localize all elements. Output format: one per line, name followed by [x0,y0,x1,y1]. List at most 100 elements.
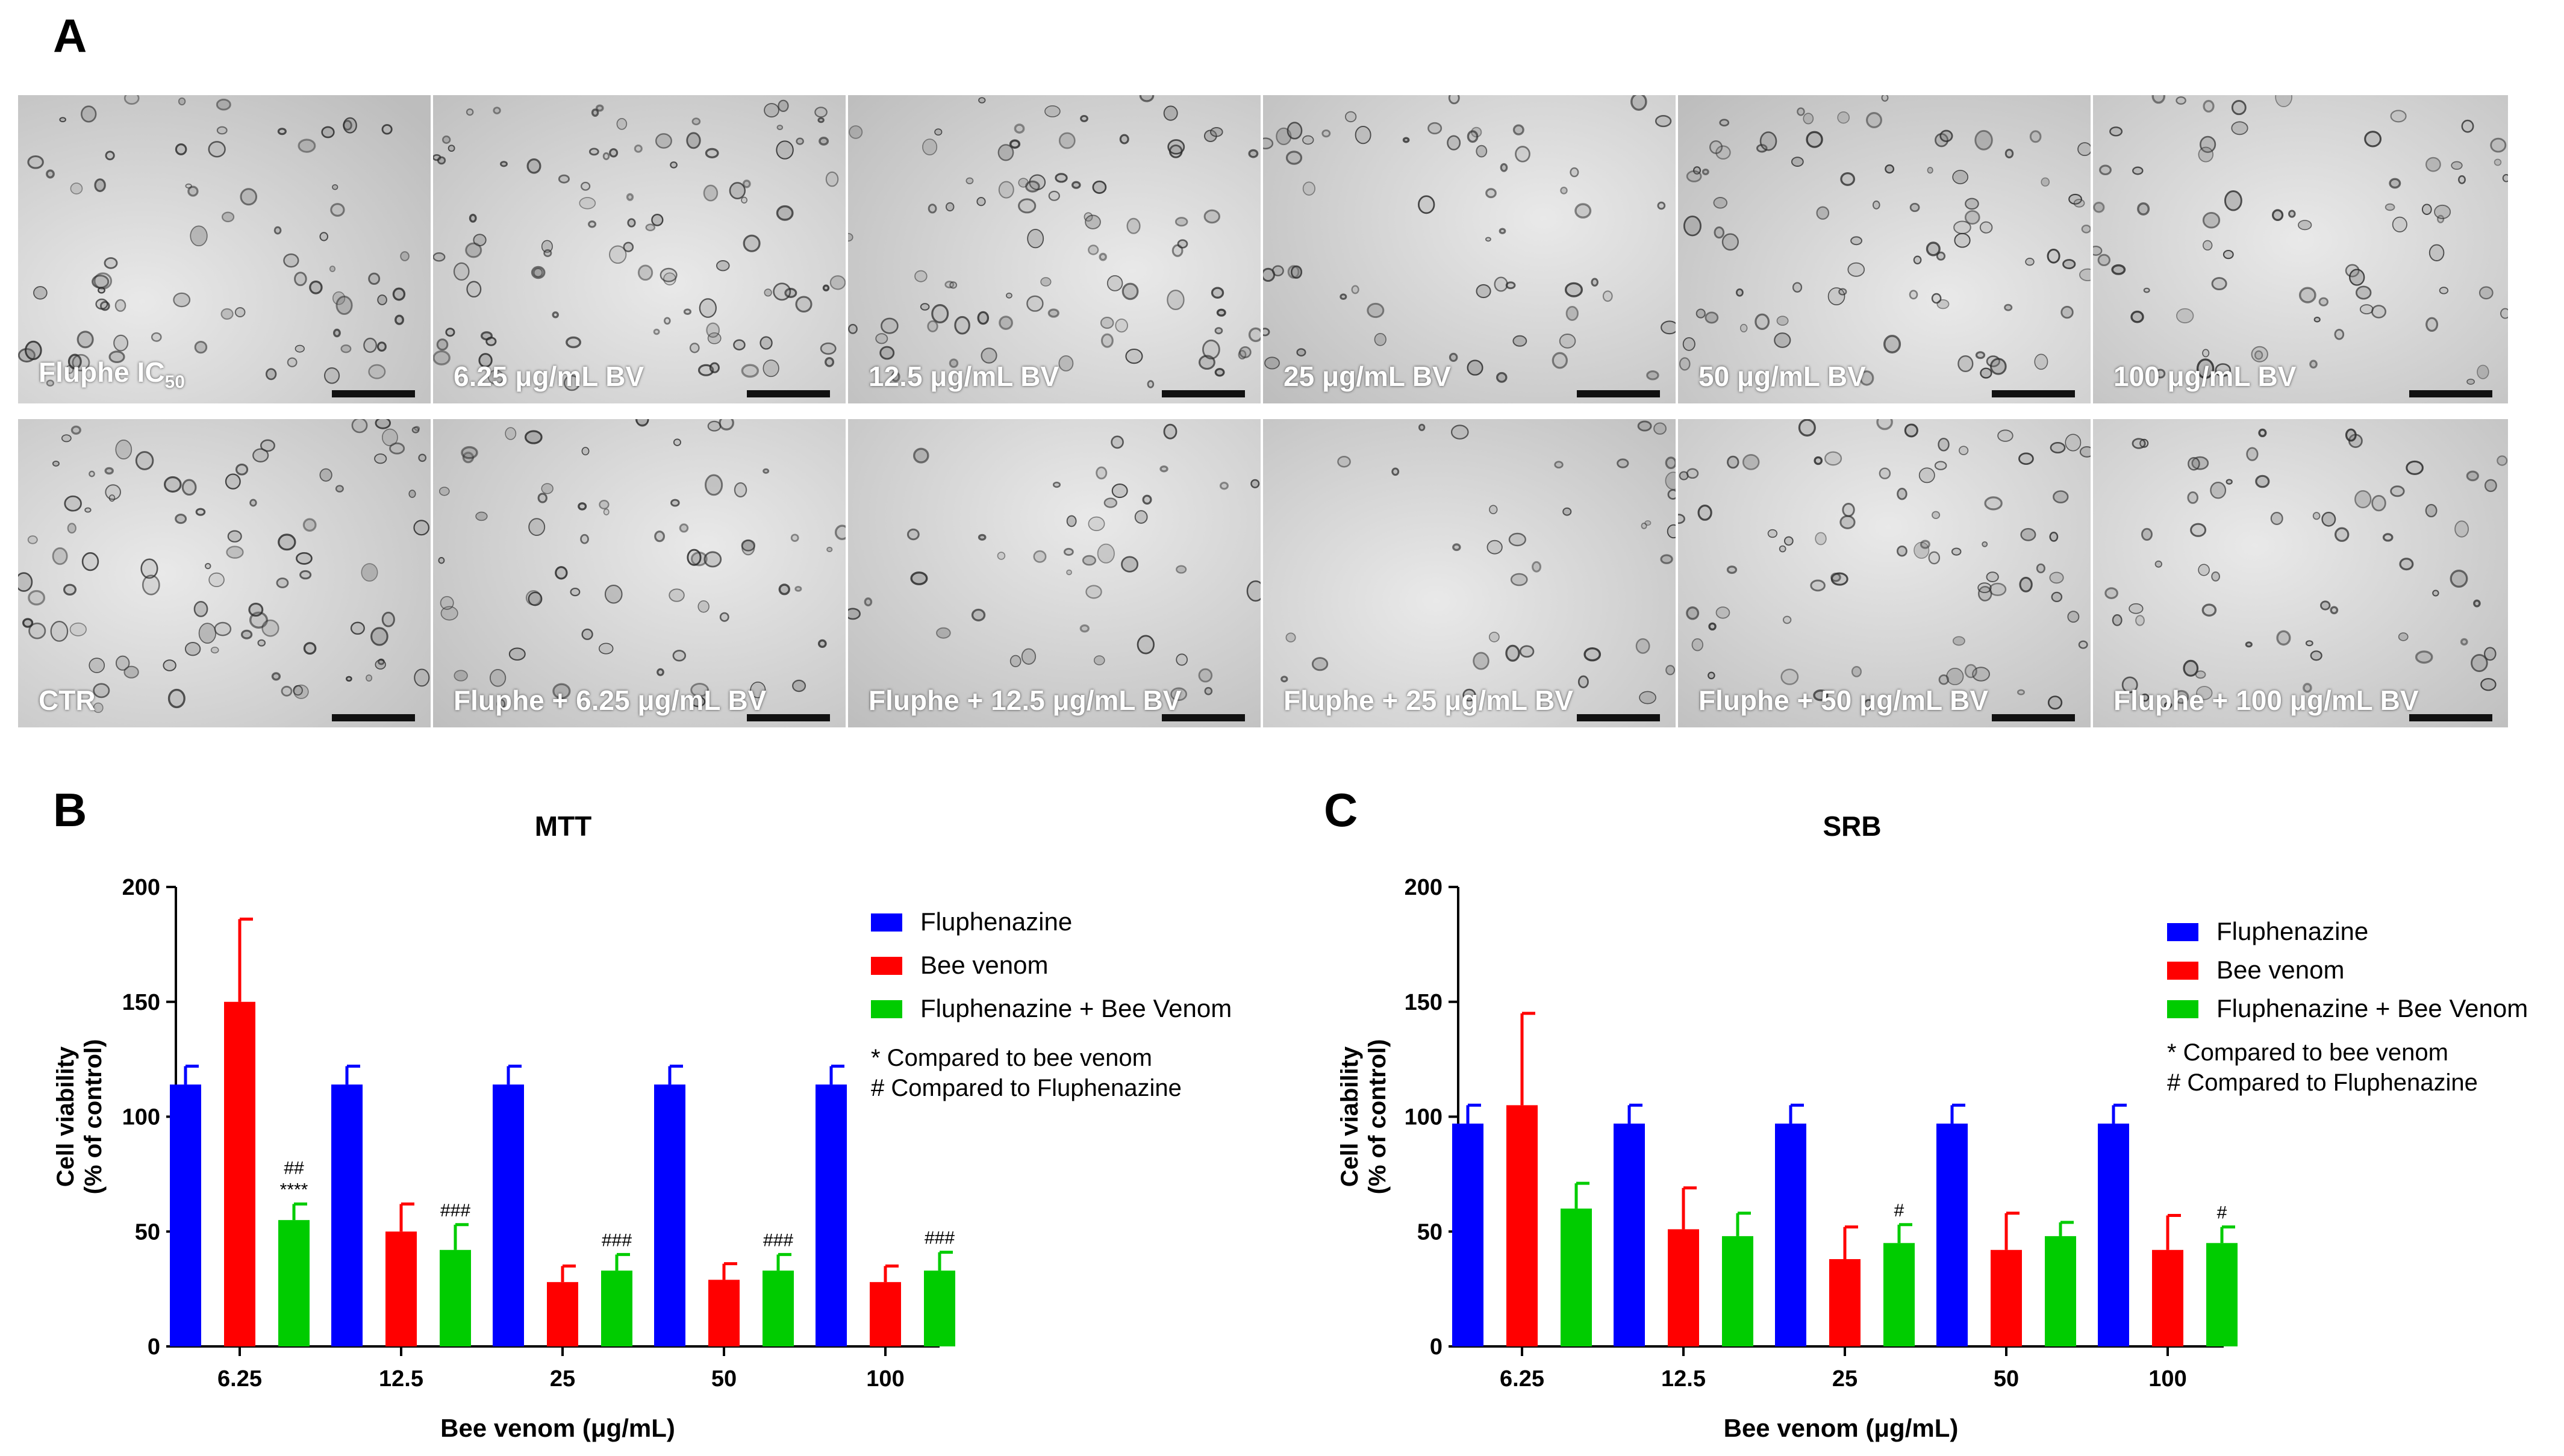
scale-bar [332,390,415,397]
micrograph-image [1678,419,2091,727]
legend-swatch [2167,923,2198,941]
micrograph-image [2093,95,2508,403]
bar [1561,1209,1592,1346]
micrograph-image [848,419,1261,727]
micrograph-label: 100 μg/mL BV [2113,361,2297,392]
micrograph-label: 25 μg/mL BV [1284,361,1451,392]
bar [1506,1105,1538,1346]
mtt-chart: MTT 0 50 100 150 200 Cell viability(% of contr… [52,810,1232,1442]
scale-bar [1577,390,1660,397]
y-tick-label: 0 [1430,1334,1443,1360]
micrograph-label: Fluphe + 100 μg/mL BV [2113,685,2419,716]
x-tick-label: 6.25 [217,1366,262,1392]
significance-marker: ### [602,1230,632,1250]
x-axis-label: Bee venom (μg/mL) [1724,1414,1959,1442]
chart-title: SRB [1823,810,1881,842]
micrograph-image [18,419,431,727]
significance-marker: **** [280,1180,308,1199]
x-tick-label: 12.5 [379,1366,423,1392]
bar [278,1220,310,1346]
micrograph-tile: Fluphe + 6.25 μg/mL BV [433,419,846,727]
bar [870,1282,901,1346]
y-axis-label: Cell viability(% of control) [52,1039,107,1195]
bar [2206,1243,2238,1346]
x-tick-label: 12.5 [1661,1366,1706,1392]
x-tick-label: 50 [711,1366,737,1392]
micrograph-image [433,95,846,403]
scale-bar [1992,714,2075,721]
scale-bar [2409,390,2492,397]
srb-chart: SRB 0 50 100 150 200 Cell viability(% of contr… [1337,810,2528,1442]
y-axis-label: Cell viability(% of control) [1337,1039,1391,1195]
micrograph-label: 12.5 μg/mL BV [869,361,1059,392]
legend-swatch [2167,1000,2198,1018]
micrograph-image [18,95,431,403]
micrograph-tile: 25 μg/mL BV [1263,95,1676,403]
legend-label: Fluphenazine + Bee Venom [920,994,1232,1022]
bar [1829,1259,1861,1346]
bar [1936,1123,1968,1346]
bar [1991,1249,2022,1346]
legend-label: Fluphenazine [920,907,1072,936]
scale-bar [1162,714,1245,721]
chart-note: * Compared to bee venom [2167,1039,2448,1066]
y-axis-label-line: (% of control) [1364,1039,1391,1195]
x-tick-label: 25 [1832,1366,1857,1392]
legend-label: Fluphenazine [2216,917,2368,945]
bar [1614,1123,1645,1346]
bar [2152,1249,2183,1346]
bar [385,1231,417,1346]
chart-title: MTT [535,810,592,842]
y-axis-label-line: (% of control) [80,1039,107,1195]
micrograph-tile: 6.25 μg/mL BV [433,95,846,403]
micrograph-tile: 12.5 μg/mL BV [848,95,1261,403]
micrograph-tile: 100 μg/mL BV [2093,95,2508,403]
micrograph-label: Fluphe + 12.5 μg/mL BV [869,685,1182,716]
y-tick-label: 100 [1405,1105,1443,1130]
legend-swatch [2167,962,2198,980]
significance-marker: # [1894,1201,1904,1221]
chart-note: # Compared to Fluphenazine [871,1075,1182,1101]
micrograph-label: CTR [39,685,96,716]
scale-bar [747,714,830,721]
micrograph-tile: Fluphe + 12.5 μg/mL BV [848,419,1261,727]
bar [816,1084,847,1346]
bar [1775,1123,1806,1346]
panel-letter-c: C [1324,783,1358,836]
bar [1883,1243,1915,1346]
scale-bar [332,714,415,721]
micrograph-image [1263,419,1676,727]
micrograph-label: 50 μg/mL BV [1698,361,1866,392]
legend-swatch [871,1000,902,1018]
bar [331,1084,363,1346]
scale-bar [1577,714,1660,721]
bar [440,1249,471,1346]
micrograph-image [848,95,1261,403]
bar [763,1271,794,1346]
x-axis-label: Bee venom (μg/mL) [440,1414,675,1442]
x-tick-label: 6.25 [1500,1366,1544,1392]
micrograph-label: Fluphe + 50 μg/mL BV [1698,685,1989,716]
bar [654,1084,685,1346]
bar [1452,1123,1483,1346]
significance-marker: ### [440,1201,470,1221]
bar [1668,1229,1699,1346]
micrograph-image [1678,95,2091,403]
y-tick-label: 150 [1405,990,1443,1015]
bar [2098,1123,2129,1346]
x-tick-label: 100 [866,1366,904,1392]
significance-marker: ### [925,1228,955,1248]
legend-swatch [871,913,902,932]
micrograph-label: Fluphe IC50 [39,356,185,392]
micrograph-image [433,419,846,727]
legend-swatch [871,957,902,975]
significance-marker: ## [284,1158,304,1178]
y-tick-label: 0 [148,1334,160,1360]
micrograph-tile: Fluphe + 25 μg/mL BV [1263,419,1676,727]
y-tick-label: 200 [122,875,160,900]
micrograph-tile: CTR [18,419,431,727]
x-tick-label: 25 [550,1366,575,1392]
y-tick-label: 50 [135,1219,160,1245]
micrograph-tile: Fluphe + 100 μg/mL BV [2093,419,2508,727]
chart-note: * Compared to bee venom [871,1045,1152,1071]
